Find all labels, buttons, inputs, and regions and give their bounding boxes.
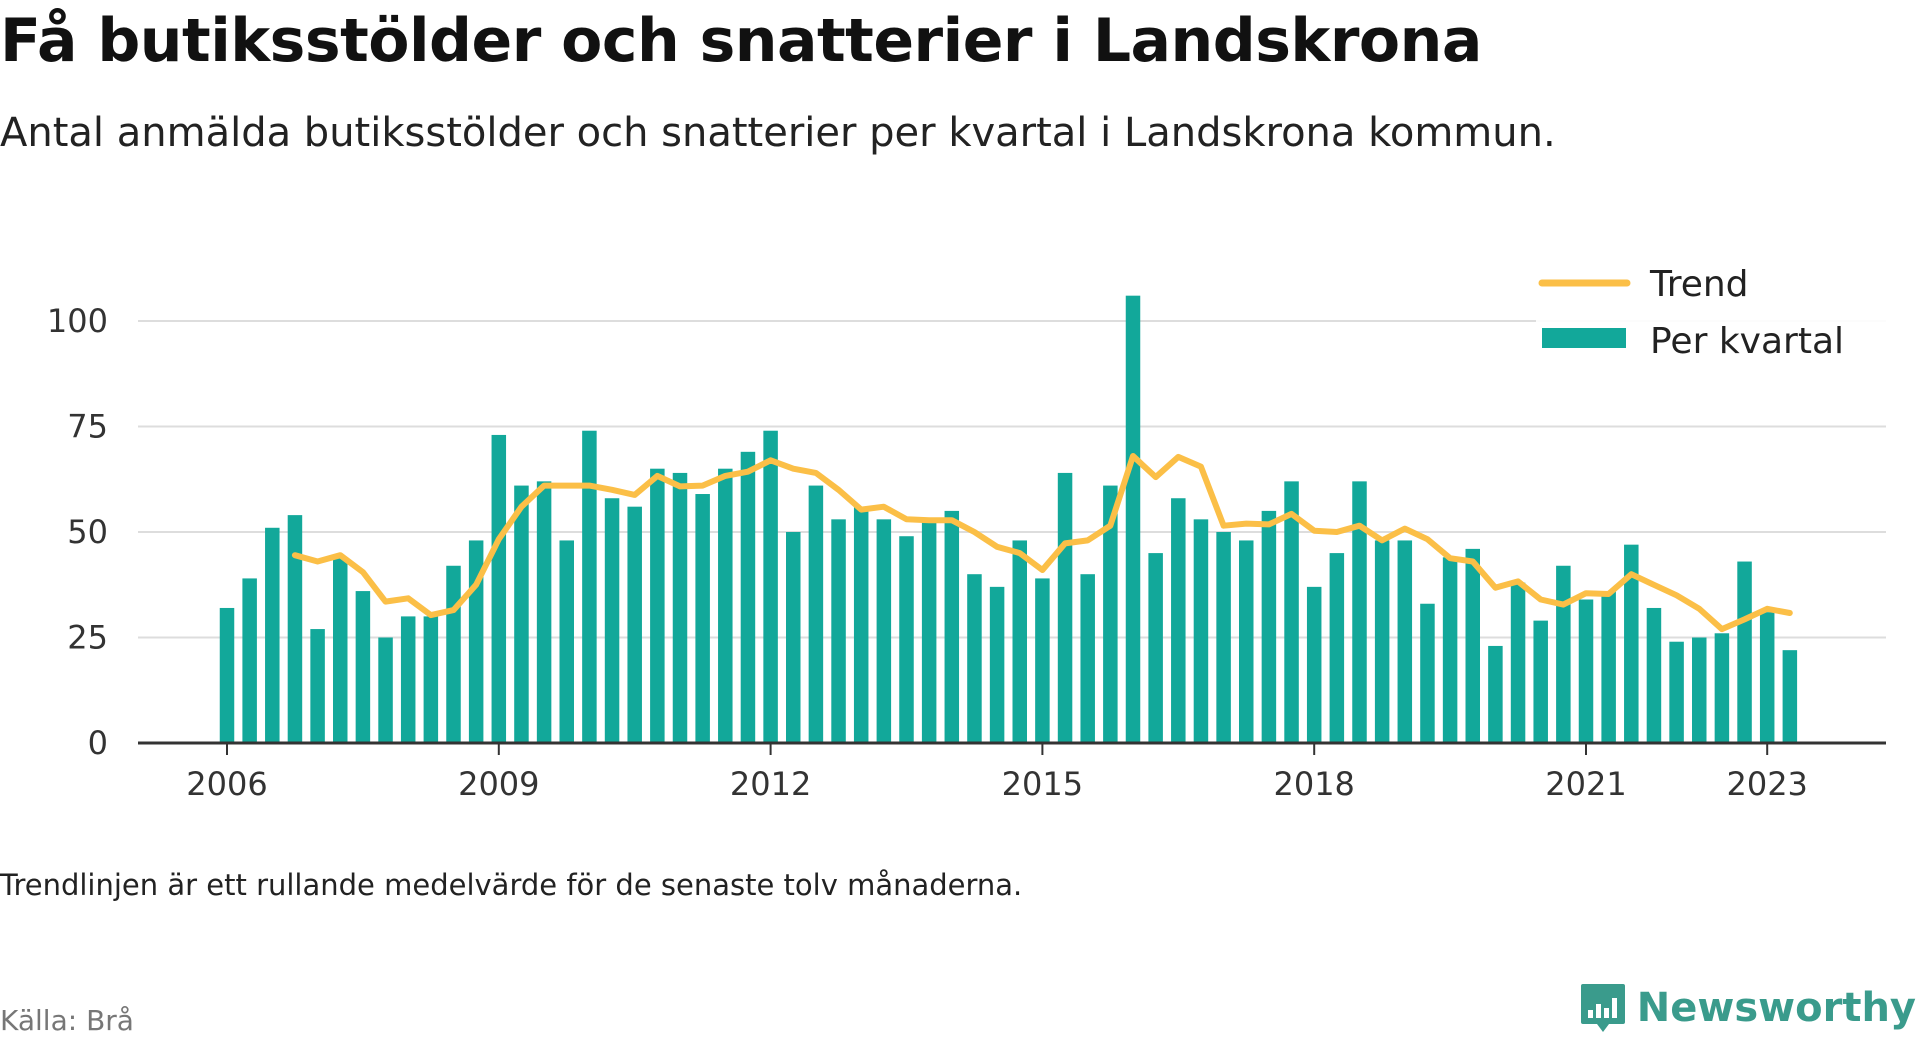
x-tick-label: 2021 xyxy=(1545,765,1626,803)
bar xyxy=(242,578,257,743)
y-tick-label: 50 xyxy=(67,513,108,551)
bar xyxy=(491,434,507,743)
bar xyxy=(1646,607,1662,743)
bar xyxy=(899,536,914,743)
bar xyxy=(1216,532,1231,743)
chart-title: Få butiksstölder och snatterier i Landsk… xyxy=(0,6,1482,76)
bar xyxy=(1057,472,1073,743)
x-tick-label: 2015 xyxy=(1002,765,1083,803)
bar xyxy=(1374,540,1390,743)
bar xyxy=(786,532,801,743)
bar xyxy=(1397,540,1413,743)
bar xyxy=(1239,540,1254,743)
bar xyxy=(944,510,960,743)
bar xyxy=(1148,553,1163,743)
bar xyxy=(604,498,620,743)
bar xyxy=(1306,586,1322,743)
trend-series xyxy=(291,453,1793,633)
bar xyxy=(1035,578,1050,743)
bar xyxy=(1125,295,1141,743)
bar xyxy=(876,519,892,743)
bar xyxy=(989,586,1005,743)
bar xyxy=(536,481,552,743)
bar xyxy=(1171,498,1186,743)
bar xyxy=(808,485,824,743)
bar xyxy=(1465,548,1480,743)
bar xyxy=(1601,591,1616,743)
bar xyxy=(853,506,869,743)
y-tick-label: 75 xyxy=(67,408,108,446)
bar xyxy=(1261,510,1277,743)
bar xyxy=(265,527,280,743)
bar xyxy=(1556,565,1571,743)
legend-bar-label: Per kvartal xyxy=(1650,321,1844,362)
bar xyxy=(1352,481,1367,743)
bar xyxy=(355,591,371,743)
bar xyxy=(1012,540,1027,743)
bar xyxy=(1533,620,1548,743)
bar xyxy=(831,519,846,743)
bar xyxy=(1488,645,1503,743)
bar xyxy=(446,565,461,743)
y-tick-label: 25 xyxy=(67,619,108,657)
source-credit: Källa: Brå xyxy=(0,1004,134,1037)
bar xyxy=(1578,599,1594,743)
legend-bar-swatch xyxy=(1542,328,1626,348)
bar xyxy=(1669,641,1684,743)
chart-subtitle: Antal anmälda butiksstölder och snatteri… xyxy=(0,110,1556,156)
brand-logo: Newsworthy xyxy=(1579,982,1916,1034)
bar xyxy=(582,430,597,743)
chart-note: Trendlinjen är ett rullande medelvärde f… xyxy=(0,868,1023,902)
bar-line-chart: 2006 2009 2012 2015 2018 2021 2023 0255075100 … xyxy=(46,260,1900,803)
x-tick-label: 2006 xyxy=(186,765,267,803)
bar xyxy=(1737,561,1752,743)
bar xyxy=(740,451,756,743)
bar xyxy=(514,485,529,743)
bar xyxy=(400,616,416,743)
trend-line xyxy=(291,453,1793,633)
bar xyxy=(627,506,642,743)
y-axis-labels: 0 25 50 75 100 xyxy=(47,302,108,762)
bar xyxy=(1420,603,1435,743)
bar xyxy=(921,519,937,743)
y-tick-label: 0 xyxy=(88,724,108,762)
bar xyxy=(650,468,665,743)
bar xyxy=(1624,544,1639,743)
chart-legend: Trend Per kvartal xyxy=(1536,260,1900,370)
x-tick-label: 2018 xyxy=(1273,765,1354,803)
bar xyxy=(718,468,733,743)
bar xyxy=(1759,612,1775,743)
bar xyxy=(1080,574,1095,743)
bar xyxy=(1714,633,1730,743)
newsworthy-logo-icon xyxy=(1580,984,1625,1032)
bar xyxy=(1103,485,1118,743)
bar xyxy=(1510,582,1526,743)
legend-background xyxy=(1536,260,1900,370)
bar xyxy=(967,574,982,743)
brand-name: Newsworthy xyxy=(1636,985,1916,1031)
legend-trend-label: Trend xyxy=(1649,264,1749,305)
bar xyxy=(1284,481,1299,743)
bar xyxy=(559,540,574,743)
x-tick-label: 2023 xyxy=(1726,765,1807,803)
bar xyxy=(378,637,393,743)
x-tick-label: 2012 xyxy=(730,765,811,803)
bar xyxy=(310,629,325,743)
x-tick-label: 2009 xyxy=(458,765,539,803)
bar xyxy=(287,515,303,743)
bar xyxy=(1692,637,1707,743)
bar xyxy=(333,557,348,743)
bar xyxy=(1329,553,1345,743)
bar xyxy=(763,430,778,743)
bar xyxy=(1442,557,1458,743)
bar xyxy=(219,607,235,743)
bar xyxy=(423,616,439,743)
bars-per-kvartal xyxy=(219,295,1798,743)
x-axis: 2006 2009 2012 2015 2018 2021 2023 xyxy=(138,741,1886,803)
y-tick-label: 100 xyxy=(47,302,108,340)
bar xyxy=(1193,519,1209,743)
bar xyxy=(672,472,688,743)
bar xyxy=(1782,650,1798,743)
bar xyxy=(695,494,710,743)
